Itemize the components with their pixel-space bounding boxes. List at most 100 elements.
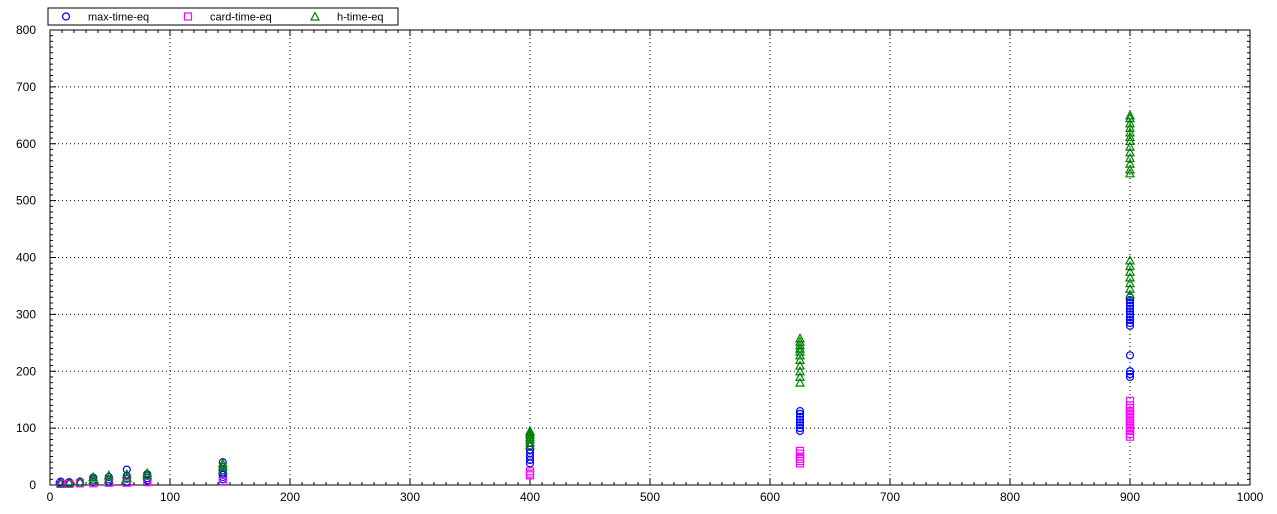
h-time-eq-point <box>142 470 153 480</box>
h-time-eq-point <box>795 360 805 370</box>
max-time-eq-point <box>795 424 805 433</box>
series-h-time-eq <box>55 110 1135 488</box>
h-time-eq-point <box>64 477 75 487</box>
y-tick-label: 400 <box>16 251 36 265</box>
h-time-eq-point <box>1125 112 1135 123</box>
max-time-eq-point <box>1125 318 1135 328</box>
card-time-eq-point <box>1125 401 1135 410</box>
x-tick-label: 600 <box>760 490 780 504</box>
h-time-eq-point <box>1125 131 1135 142</box>
series-max-time-eq <box>55 293 1135 488</box>
x-tick-label: 400 <box>520 490 540 504</box>
legend-box <box>47 7 399 26</box>
h-time-eq-point <box>1125 118 1135 128</box>
h-time-eq-point <box>1125 122 1135 132</box>
max-time-eq-point <box>1125 307 1135 316</box>
card-time-eq-point <box>122 478 131 487</box>
h-time-eq-point <box>1125 283 1135 293</box>
h-time-eq-point <box>525 437 535 447</box>
x-tick-label: 100 <box>160 490 180 504</box>
h-time-eq-point <box>1125 260 1135 271</box>
card-time-eq-point <box>65 479 74 488</box>
h-time-eq-point <box>525 431 535 442</box>
card-time-eq-point <box>1125 396 1135 405</box>
h-time-eq-point <box>1125 110 1135 120</box>
y-tick-label: 800 <box>16 23 36 37</box>
x-tick-label: 500 <box>640 490 660 504</box>
h-time-eq-point <box>525 434 535 444</box>
max-time-eq-point <box>795 421 805 430</box>
card-time-eq-point <box>795 459 805 468</box>
x-tick-label: 700 <box>880 490 900 504</box>
h-time-eq-point <box>1125 266 1135 276</box>
h-time-eq-point <box>121 468 132 479</box>
max-time-eq-point <box>1125 351 1135 360</box>
max-time-eq-point <box>1125 321 1135 330</box>
max-time-eq-point <box>795 418 805 427</box>
max-time-eq-point <box>1125 367 1135 376</box>
x-tick-label: 800 <box>1000 490 1020 504</box>
max-time-eq-point <box>1125 296 1135 305</box>
card-time-eq-point <box>795 449 805 458</box>
card-time-eq-point <box>795 454 805 463</box>
card-time-eq-point <box>795 446 805 455</box>
y-tick-label: 700 <box>16 80 36 94</box>
h-time-eq-point <box>795 371 805 382</box>
max-time-eq-point <box>1125 304 1135 313</box>
y-tick-label: 500 <box>16 194 36 208</box>
y-tick-label: 200 <box>16 364 36 378</box>
h-time-eq-point <box>1125 272 1135 282</box>
h-time-eq-point <box>795 354 805 364</box>
h-time-eq-point <box>795 346 805 356</box>
max-time-eq-point <box>795 406 805 416</box>
max-time-eq-point <box>1125 310 1135 319</box>
y-tick-label: 600 <box>16 137 36 151</box>
h-time-eq-point <box>1125 255 1135 265</box>
card-time-eq-point <box>525 467 535 476</box>
card-time-eq-point <box>525 469 535 478</box>
h-time-eq-point <box>525 425 535 436</box>
legend-marker-h-time-eq <box>310 11 320 21</box>
max-time-eq-point <box>1125 298 1135 308</box>
legend-label-card-time-eq: card-time-eq <box>210 12 272 24</box>
data-points <box>55 110 1135 488</box>
h-time-eq-point <box>1125 277 1135 288</box>
max-time-eq-point <box>795 412 805 421</box>
h-time-eq-point <box>217 460 228 471</box>
h-time-eq-point <box>1125 289 1135 299</box>
h-time-eq-point <box>88 471 99 482</box>
y-tick-label: 300 <box>16 307 36 321</box>
legend-marker-max-time-eq <box>61 12 71 21</box>
legend-marker-card-time-eq <box>183 12 193 21</box>
h-time-eq-point <box>1125 152 1135 163</box>
max-time-eq-point <box>1125 369 1135 379</box>
h-time-eq-point <box>525 427 535 437</box>
y-tick-label: 100 <box>16 421 36 435</box>
max-time-eq-point <box>218 470 227 479</box>
h-time-eq-point <box>1125 164 1135 174</box>
x-tick-label: 1000 <box>1237 490 1264 504</box>
legend: max-time-eq card-time-eq h-time-eq <box>47 7 399 26</box>
h-time-eq-point <box>1125 158 1135 168</box>
x-tick-label: 0 <box>47 490 54 504</box>
h-time-eq-point <box>55 478 66 488</box>
card-time-eq-point <box>795 457 805 466</box>
legend-label-h-time-eq: h-time-eq <box>337 12 383 24</box>
h-time-eq-point <box>217 458 228 468</box>
max-time-eq-point <box>795 415 805 424</box>
max-time-eq-point <box>1125 301 1135 310</box>
grid-lines <box>50 30 1250 485</box>
h-time-eq-point <box>142 467 153 478</box>
x-tick-label: 200 <box>280 490 300 504</box>
h-time-eq-point <box>795 332 805 343</box>
max-time-eq-point <box>795 409 805 419</box>
max-time-eq-point <box>795 426 805 436</box>
axes: 0 100 200 300 400 500 600 700 800 900 1000 0 100 200 3… <box>16 23 1264 504</box>
h-time-eq-point <box>1125 127 1135 137</box>
h-time-eq-point <box>525 439 535 450</box>
card-time-eq-point <box>218 476 227 486</box>
max-time-eq-point <box>1125 315 1135 325</box>
h-time-eq-point <box>88 474 99 484</box>
h-time-eq-point <box>1125 141 1135 151</box>
h-time-eq-point <box>795 365 805 376</box>
